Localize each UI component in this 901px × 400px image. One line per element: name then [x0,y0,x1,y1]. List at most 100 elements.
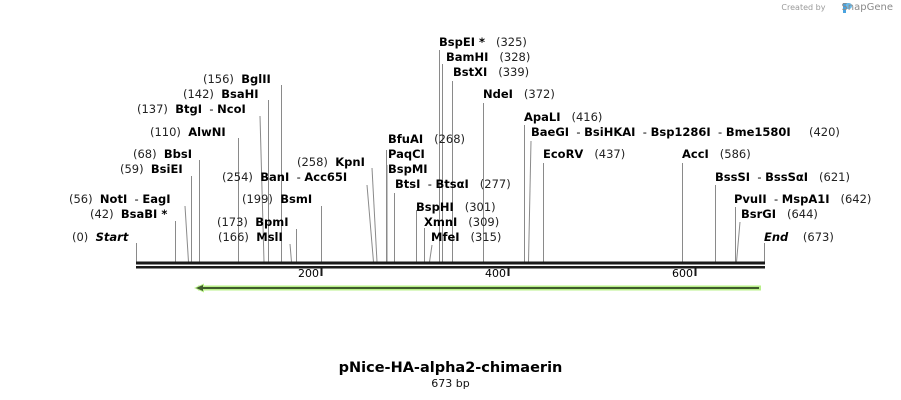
site-label-bsabi[interactable]: (42) BsaBI * [90,207,167,221]
site-label-pvuii-mspa1i[interactable]: PvuII - MspA1I (642) [734,192,871,206]
site-separator: - [134,192,139,206]
site-name: BtgI [175,102,203,116]
site-label-bfuai[interactable]: BfuAI (268) [388,132,465,146]
site-position: (301) [464,200,496,214]
site-position: (372) [523,87,555,101]
site-position: (315) [470,230,502,244]
site-label-btgi-ncoi[interactable]: (137) BtgI - NcoI [137,102,246,116]
site-label-ecorv[interactable]: EcoRV (437) [543,147,625,161]
snapgene-logo-icon [843,3,852,13]
site-label-kpni[interactable]: (258) KpnI [297,155,365,169]
site-name-2: EagI [142,192,171,206]
site-name: ApaLI [524,110,561,124]
site-position: (254) [222,170,253,184]
site-name: AccI [682,147,709,161]
site-label-bspmi[interactable]: BspMI [388,162,428,176]
site-position: (173) [217,215,248,229]
site-label-bamhi[interactable]: BamHI (328) [446,50,530,64]
site-position: (156) [203,72,234,86]
tick-label-600: 600 [672,267,693,280]
site-label-noti-eagi[interactable]: (56) NotI - EagI [69,192,171,206]
site-position: (56) [69,192,93,206]
site-position: (0) [72,230,89,244]
site-position: (328) [499,50,531,64]
site-position: (42) [90,207,114,221]
site-label-end[interactable]: End (673) [764,230,834,244]
site-position: (258) [297,155,328,169]
site-name-2: Acc65I [304,170,348,184]
site-label-mfei[interactable]: MfeI (315) [431,230,501,244]
plasmid-name: pNice-HA-alpha2-chimaerin [338,360,563,376]
site-name-2: MspA1I [781,192,830,206]
orf-feature-arrow[interactable] [194,283,761,293]
site-name: EcoRV [543,147,584,161]
site-name: NdeI [483,87,513,101]
site-position: (621) [819,170,850,184]
site-position: (268) [434,132,466,146]
site-name-2: NcoI [217,102,246,116]
site-label-bsmi[interactable]: (199) BsmI [242,192,312,206]
site-name: BamHI [446,50,489,64]
site-label-bsrgi[interactable]: BsrGI (644) [741,207,818,221]
site-name-4: Bme1580I [725,125,791,139]
site-name-2: BsiHKAI [584,125,636,139]
site-label-ndei[interactable]: NdeI (372) [483,87,555,101]
ruler-ticks [320,268,697,276]
site-position: (166) [218,230,249,244]
site-name: PaqCI [388,147,425,161]
site-position: (642) [840,192,872,206]
site-label-paqci[interactable]: PaqCI [388,147,425,161]
site-label-bsiei[interactable]: (59) BsiEI [120,162,183,176]
site-separator: - [209,102,214,116]
site-position: (110) [150,125,181,139]
site-label-acci[interactable]: AccI (586) [682,147,751,161]
site-label-apali[interactable]: ApaLI (416) [524,110,602,124]
credit-prefix: Created by [781,3,826,12]
site-name-2: BssSαI [765,170,809,184]
site-label-start[interactable]: (0) Start [72,230,128,244]
site-name: AlwNI [188,125,226,139]
site-position: (416) [571,110,603,124]
site-name: BfuAI [388,132,424,146]
site-name: BbsI [163,147,193,161]
site-position: (68) [133,147,157,161]
site-name-2: BtsαI [435,177,469,191]
site-label-xmni[interactable]: XmnI (309) [424,215,499,229]
site-label-bani-acc65i[interactable]: (254) BanI - Acc65I [222,170,347,184]
site-position: (339) [498,65,530,79]
site-label-bstxi[interactable]: BstXI (339) [453,65,529,79]
site-position: (309) [468,215,500,229]
site-name: BsmI [280,192,313,206]
site-position: (420) [808,125,840,139]
site-label-bsahi[interactable]: (142) BsaHI [183,87,259,101]
site-label-baegi-group[interactable]: BaeGI - BsiHKAI - Bsp1286I - Bme1580I (4… [531,125,840,139]
site-name: NotI [99,192,128,206]
tick-label-200: 200 [298,267,319,280]
credit-brand: SnapGene [841,2,893,13]
site-label-bpmi[interactable]: (173) BpmI [217,215,289,229]
site-label-bsssi-bsssai[interactable]: BssSI - BssSαI (621) [715,170,850,184]
site-name: BglII [241,72,271,86]
site-label-bspei[interactable]: BspEI * (325) [439,35,527,49]
site-separator: - [773,192,779,206]
site-name: BssSI [715,170,751,184]
site-separator: - [296,170,301,184]
site-label-alwni[interactable]: (110) AlwNI [150,125,226,139]
site-position: (59) [120,162,144,176]
credit-text: Created by SnapGene [781,2,893,13]
site-label-bsphi[interactable]: BspHI (301) [416,200,496,214]
site-label-bbsi[interactable]: (68) BbsI [133,147,192,161]
site-name: BspEI * [439,35,485,49]
site-label-btsi-btsai[interactable]: BtsI - BtsαI (277) [395,177,511,191]
site-name: BtsI [395,177,421,191]
site-label-bglii[interactable]: (156) BglII [203,72,271,86]
site-position: (586) [719,147,751,161]
site-name: KpnI [335,155,365,169]
site-name: BspMI [388,162,428,176]
site-position: (137) [137,102,168,116]
site-name: Start [95,230,129,244]
leader-lines [136,50,765,263]
site-label-msli[interactable]: (166) MslI [218,230,283,244]
site-separator: - [427,177,432,191]
